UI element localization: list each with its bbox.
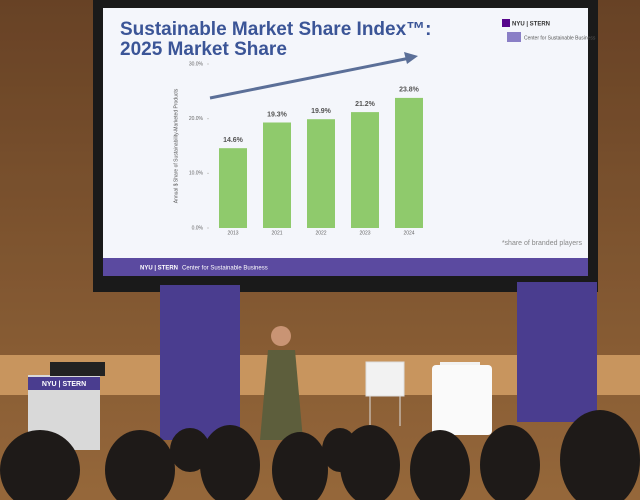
slide-logo: NYU | STERN	[512, 22, 550, 28]
x-tick-label: 2021	[271, 230, 282, 236]
laptop	[50, 362, 105, 376]
value-label: 14.6%	[223, 137, 244, 144]
trend-arrow	[209, 56, 411, 100]
speaker-head	[271, 326, 291, 346]
podium-label: NYU | STERN	[42, 381, 86, 388]
slide-title: Sustainable Market Share Index™:	[120, 19, 432, 40]
x-tick-label: 2024	[403, 230, 414, 236]
slide	[103, 8, 588, 276]
bar	[219, 148, 247, 228]
bar	[395, 97, 423, 228]
speaker	[260, 350, 303, 440]
footnote: *share of branded players	[502, 240, 583, 247]
chair	[365, 361, 405, 426]
x-tick-label: 2022	[315, 230, 326, 236]
podium-plate	[28, 377, 100, 390]
logo-mark	[502, 19, 510, 27]
y-tick-label: 10.0%	[189, 171, 204, 177]
arrow-head	[404, 52, 418, 64]
footer-text: Center for Sustainable Business	[182, 266, 268, 272]
table	[432, 365, 492, 435]
x-tick-label: 2023	[359, 230, 370, 236]
slide-subtitle: 2025 Market Share	[120, 39, 287, 60]
audience	[0, 410, 640, 500]
logo-icon	[507, 32, 521, 42]
bar	[263, 122, 291, 228]
value-label: 23.8%	[399, 87, 420, 94]
x-tick-label: 2013	[227, 230, 238, 236]
footer-logo: NYU | STERN	[140, 266, 178, 272]
y-tick-label: 20.0%	[189, 116, 204, 122]
banner-right	[517, 282, 597, 422]
slide-footer	[103, 258, 588, 276]
value-label: 19.9%	[311, 108, 332, 115]
value-label: 21.2%	[355, 101, 376, 108]
y-tick-label: 30.0%	[189, 61, 204, 67]
value-label: 19.3%	[267, 111, 288, 118]
chart: 0.0% 10.0% 20.0% 30.0% 2013 14.6% 2021 19.3% 202…	[189, 61, 423, 236]
slide-logo-sub: Center for Sustainable Business	[524, 35, 596, 41]
bar	[351, 112, 379, 228]
bar	[307, 119, 335, 228]
y-axis-label: Annual $ Share of Sustainability-Markete…	[173, 88, 179, 203]
banner-left	[160, 285, 240, 440]
y-tick-label: 0.0%	[192, 225, 204, 231]
